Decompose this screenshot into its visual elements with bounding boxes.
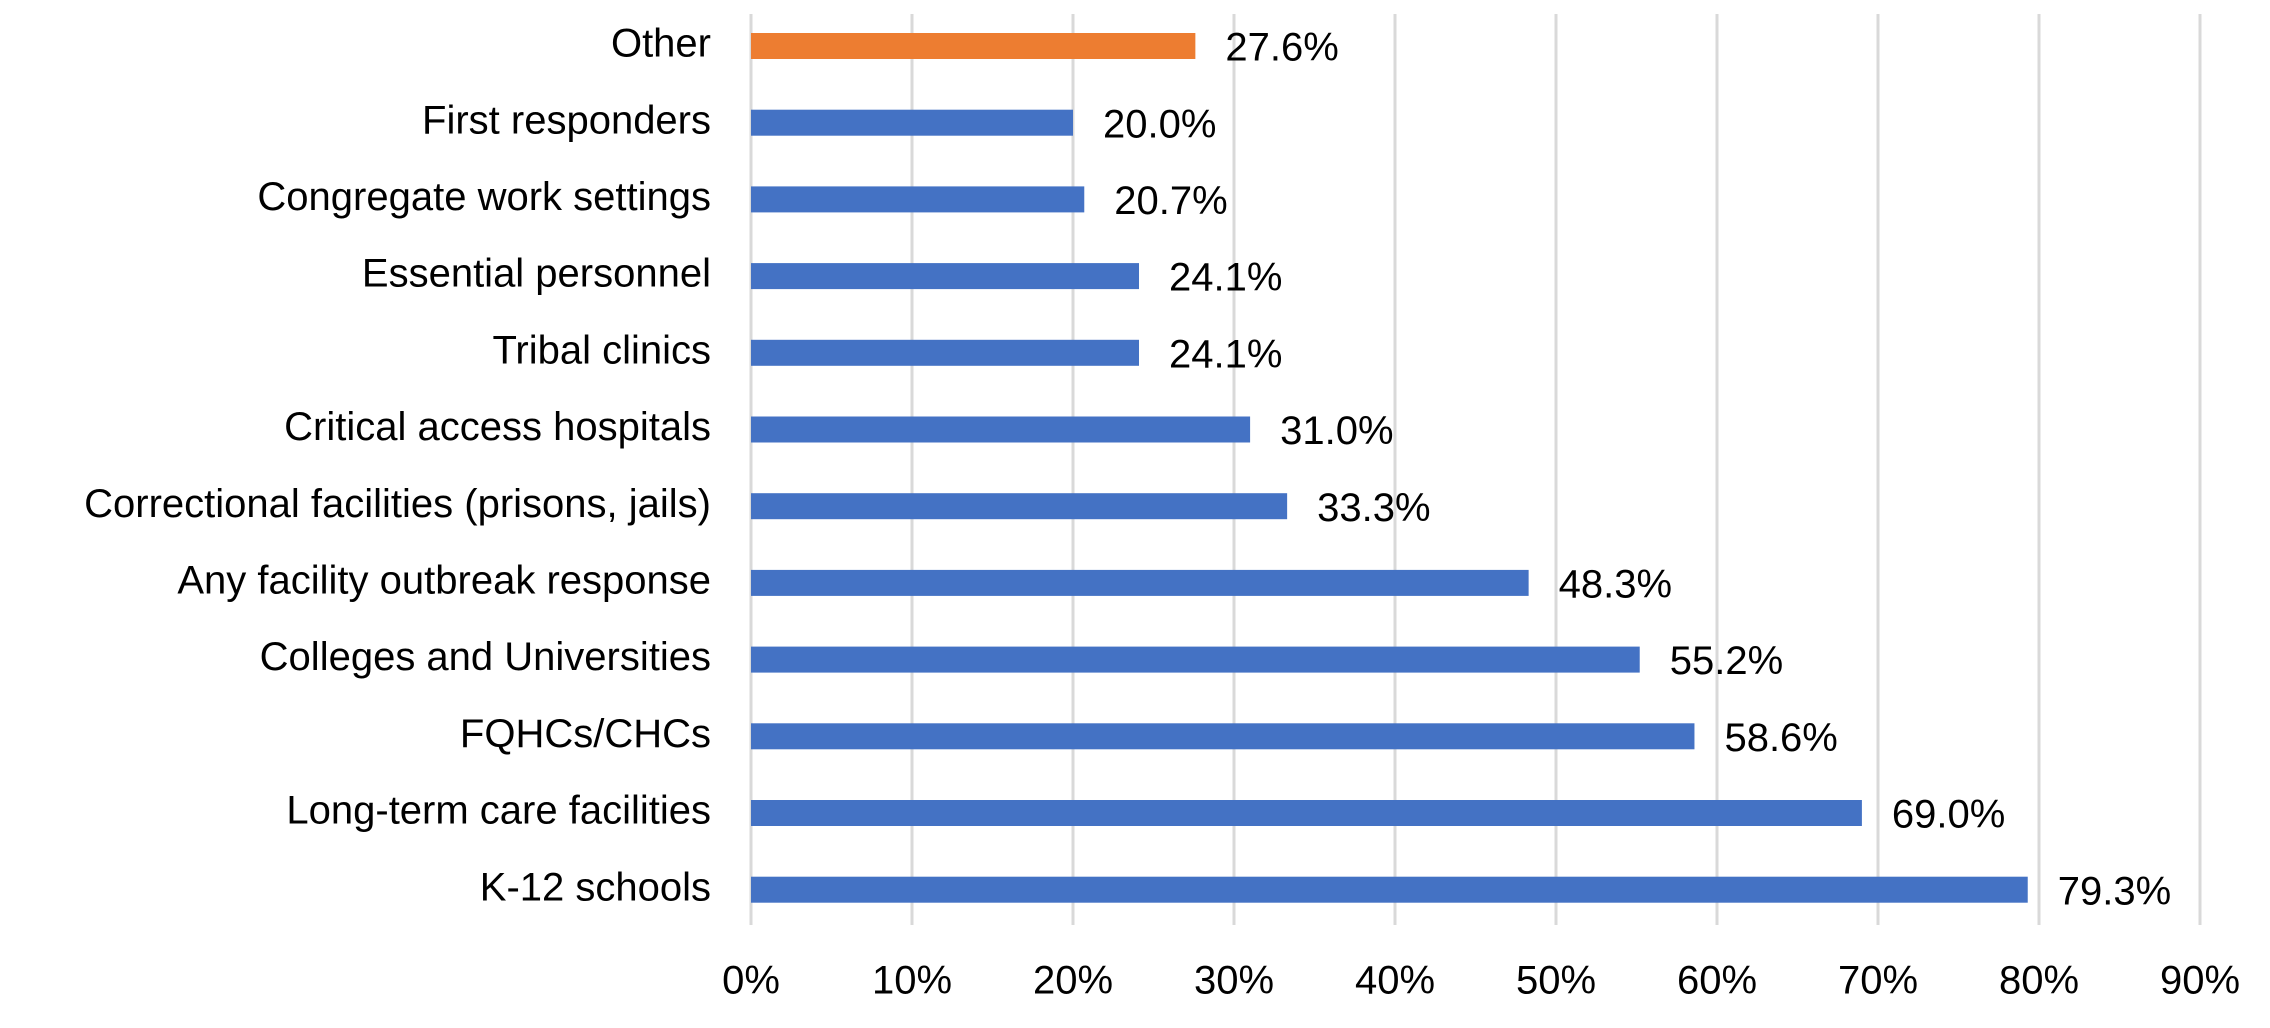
- value-label: 69.0%: [1892, 793, 2005, 837]
- value-label: 48.3%: [1559, 562, 1672, 606]
- bar: [751, 33, 1196, 59]
- value-label: 27.6%: [1225, 26, 1338, 70]
- bar: [751, 876, 2028, 903]
- x-tick-label: 0%: [722, 959, 780, 1003]
- y-tick-label: Congregate work settings: [257, 175, 711, 219]
- y-tick-label: Tribal clinics: [492, 328, 711, 372]
- y-tick-label: Other: [611, 22, 711, 66]
- bar: [751, 569, 1529, 596]
- value-label: 55.2%: [1670, 639, 1783, 683]
- y-tick-label: First responders: [422, 98, 711, 142]
- value-label: 33.3%: [1317, 486, 1430, 530]
- value-label: 31.0%: [1280, 409, 1393, 453]
- value-label: 20.7%: [1114, 179, 1227, 223]
- x-tick-label: 70%: [1838, 959, 1918, 1003]
- y-tick-label: FQHCs/CHCs: [460, 712, 711, 756]
- value-label: 58.6%: [1724, 716, 1837, 760]
- bar: [751, 186, 1085, 213]
- value-label: 79.3%: [2058, 869, 2171, 913]
- bar: [751, 646, 1640, 673]
- x-tick-label: 30%: [1194, 959, 1274, 1003]
- bar: [751, 800, 1862, 826]
- x-tick-label: 60%: [1677, 959, 1757, 1003]
- bar: [751, 263, 1140, 290]
- y-tick-label: Long-term care facilities: [286, 789, 711, 833]
- y-tick-label: K-12 schools: [480, 865, 711, 909]
- bar: [751, 416, 1251, 443]
- x-tick-label: 90%: [2160, 959, 2240, 1003]
- y-tick-label: Colleges and Universities: [260, 635, 711, 679]
- x-tick-label: 20%: [1033, 959, 1113, 1003]
- bar: [751, 109, 1073, 136]
- y-tick-label: Essential personnel: [362, 252, 711, 296]
- x-tick-label: 40%: [1355, 959, 1435, 1003]
- y-tick-label: Any facility outbreak response: [177, 558, 711, 602]
- value-label: 20.0%: [1103, 102, 1216, 146]
- y-tick-label: Critical access hospitals: [284, 405, 711, 449]
- x-tick-label: 10%: [872, 959, 952, 1003]
- bar: [751, 339, 1140, 366]
- y-tick-label: Correctional facilities (prisons, jails): [84, 482, 711, 526]
- bar: [751, 493, 1288, 520]
- value-label: 24.1%: [1169, 256, 1282, 300]
- value-label: 24.1%: [1169, 332, 1282, 376]
- x-tick-label: 80%: [1999, 959, 2079, 1003]
- bar: [751, 723, 1695, 750]
- x-tick-label: 50%: [1516, 959, 1596, 1003]
